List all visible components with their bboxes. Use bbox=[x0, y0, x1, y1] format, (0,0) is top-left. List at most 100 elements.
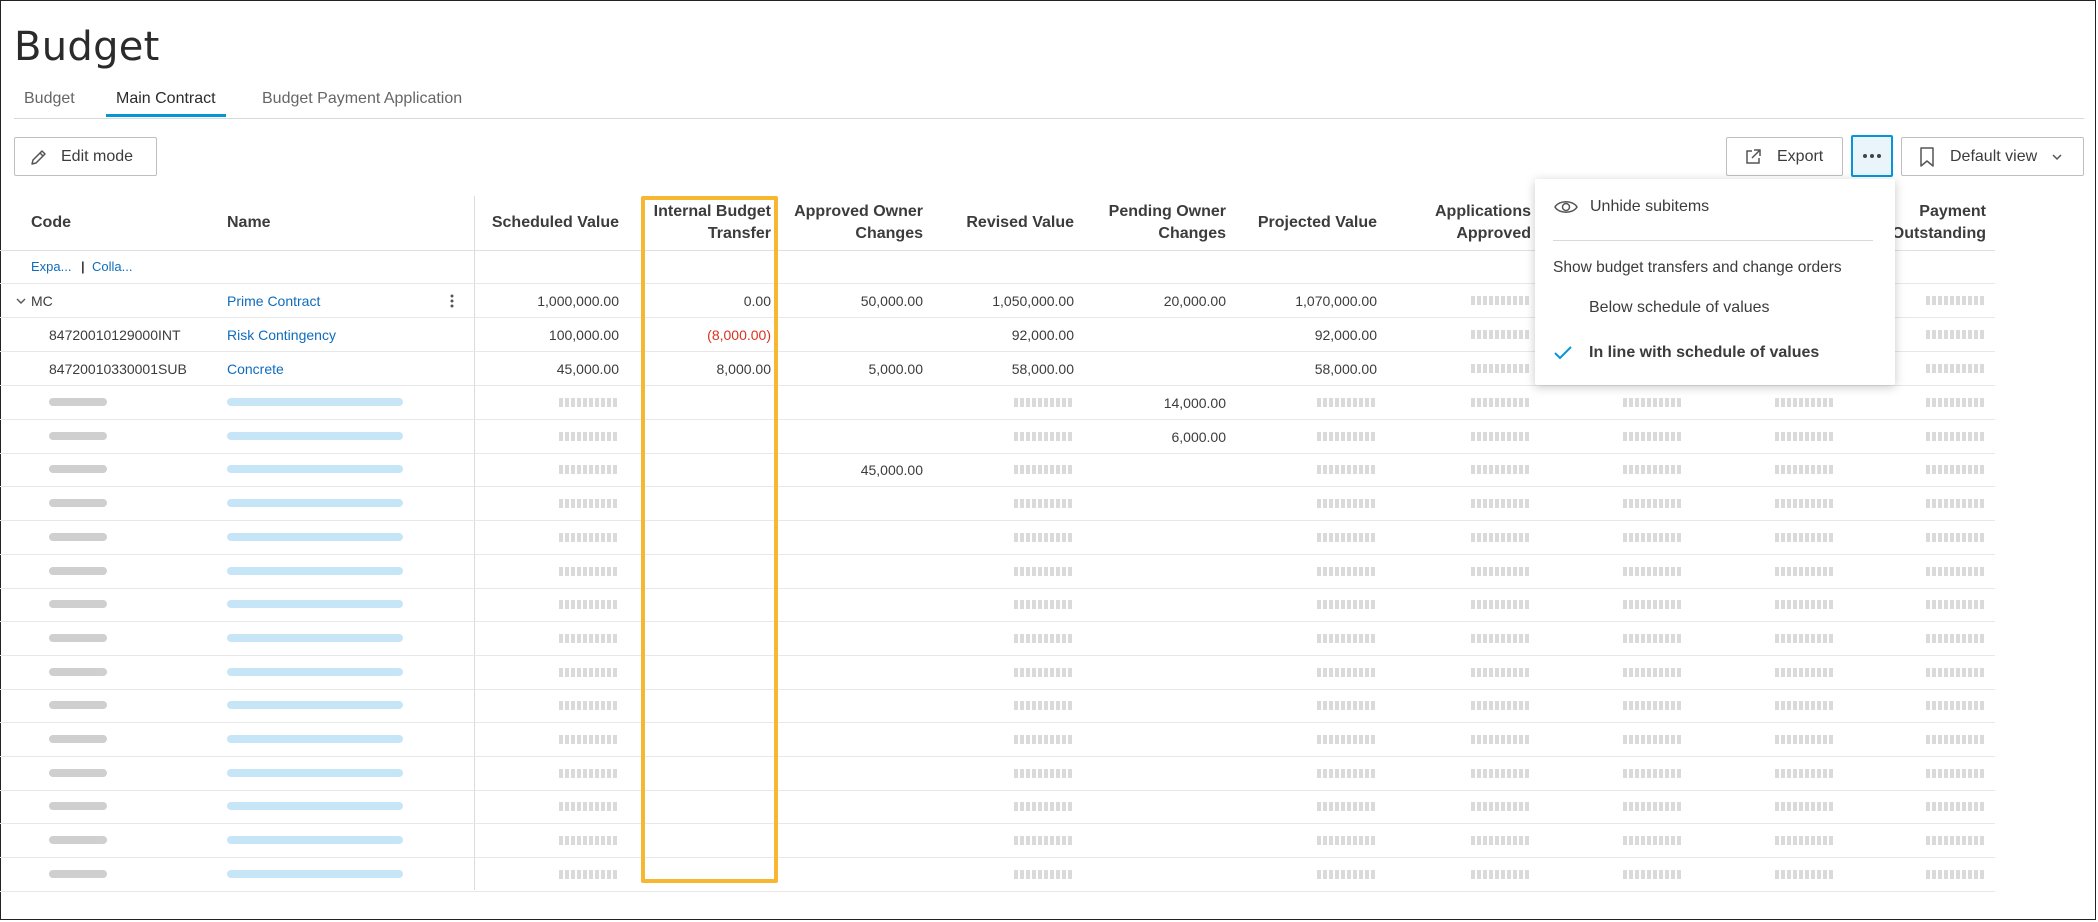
option-inline-schedule[interactable]: In line with schedule of values bbox=[1553, 344, 1819, 362]
cell-placeholder bbox=[1471, 465, 1531, 475]
bookmark-icon bbox=[1920, 146, 1934, 167]
cell-placeholder bbox=[1471, 398, 1531, 407]
frozen-column-divider bbox=[474, 196, 475, 890]
cell-placeholder bbox=[1471, 735, 1531, 744]
cell-projected-value: 58,000.00 bbox=[1314, 361, 1377, 377]
table-row[interactable]: 45,000.00 bbox=[0, 453, 1995, 488]
cell-placeholder bbox=[1317, 701, 1377, 711]
cell-placeholder bbox=[1926, 499, 1986, 509]
name-placeholder bbox=[227, 869, 403, 878]
cell-placeholder bbox=[1623, 735, 1683, 744]
tab-budget[interactable]: Budget bbox=[24, 90, 75, 107]
code-placeholder bbox=[49, 499, 107, 508]
cell-placeholder bbox=[1623, 869, 1683, 879]
table-row[interactable] bbox=[0, 689, 1995, 724]
cell-placeholder bbox=[1317, 802, 1377, 812]
cell-placeholder bbox=[1317, 465, 1377, 475]
cell-placeholder bbox=[1317, 600, 1377, 610]
column-header-pay-line2: Outstanding bbox=[1891, 225, 1986, 242]
chevron-down-icon[interactable] bbox=[16, 296, 26, 306]
code-placeholder bbox=[49, 566, 107, 575]
row-name-link[interactable]: Risk Contingency bbox=[227, 327, 336, 343]
column-header-payment-outstanding[interactable]: Payment Outstanding bbox=[1840, 201, 1986, 245]
more-options-menu: Unhide subitems Show budget transfers an… bbox=[1535, 179, 1895, 385]
export-button[interactable]: Export bbox=[1726, 137, 1843, 176]
row-name-link[interactable]: Prime Contract bbox=[227, 293, 321, 309]
table-row[interactable] bbox=[0, 723, 1995, 757]
expand-all-link[interactable]: Expa... bbox=[31, 259, 72, 274]
table-row[interactable] bbox=[0, 790, 1995, 825]
more-options-button[interactable] bbox=[1851, 135, 1893, 177]
table-row[interactable] bbox=[0, 487, 1995, 522]
table-row[interactable]: 84720010330001SUB Concrete 45,000.00 8,0… bbox=[0, 352, 1995, 386]
code-placeholder bbox=[49, 735, 107, 743]
cell-placeholder bbox=[1775, 735, 1835, 744]
column-header-projected-value[interactable]: Projected Value bbox=[1257, 214, 1377, 231]
table-row[interactable] bbox=[0, 555, 1995, 589]
column-header-scheduled-value[interactable]: Scheduled Value bbox=[491, 214, 619, 231]
cell-placeholder bbox=[1471, 431, 1531, 441]
cell-pending-owner-changes: 20,000.00 bbox=[1163, 293, 1226, 309]
collapse-all-link[interactable]: Colla... bbox=[92, 259, 133, 274]
option-below-schedule[interactable]: Below schedule of values bbox=[1589, 299, 1770, 316]
cell-placeholder bbox=[1775, 499, 1835, 509]
unhide-subitems-label: Unhide subitems bbox=[1590, 198, 1710, 215]
cell-placeholder bbox=[1775, 465, 1835, 475]
cell-placeholder bbox=[1775, 768, 1835, 778]
table-row[interactable] bbox=[0, 757, 1995, 791]
cell-placeholder bbox=[1014, 600, 1074, 610]
table-row[interactable] bbox=[0, 521, 1995, 555]
table-row[interactable]: MC Prime Contract 1,000,000.00 0.00 50,0… bbox=[0, 284, 1995, 318]
edit-mode-button[interactable]: Edit mode bbox=[14, 137, 157, 176]
table-row[interactable]: 84720010129000INT Risk Contingency 100,0… bbox=[0, 318, 1995, 352]
table-row[interactable] bbox=[0, 656, 1995, 690]
cell-placeholder bbox=[559, 431, 619, 441]
cell-placeholder bbox=[1014, 532, 1074, 542]
cell-placeholder bbox=[1926, 633, 1986, 643]
column-header-pending-owner-changes[interactable]: Pending Owner Changes bbox=[1085, 201, 1226, 245]
pencil-icon bbox=[31, 149, 46, 165]
name-placeholder bbox=[227, 836, 403, 845]
name-placeholder bbox=[227, 465, 403, 474]
option-inline-label: In line with schedule of values bbox=[1589, 344, 1820, 361]
cell-placeholder bbox=[1623, 633, 1683, 643]
column-header-applications-approved[interactable]: Applications Approved bbox=[1385, 201, 1531, 245]
code-placeholder bbox=[49, 532, 107, 541]
column-header-approved-owner-changes[interactable]: Approved Owner Changes bbox=[780, 201, 923, 245]
table-row[interactable] bbox=[0, 588, 1995, 623]
view-select[interactable]: Default view bbox=[1901, 137, 2084, 176]
cell-placeholder bbox=[1471, 296, 1531, 305]
cell-placeholder bbox=[1926, 532, 1986, 542]
tab-budget-payment-application[interactable]: Budget Payment Application bbox=[262, 90, 463, 107]
column-header-internal-budget-transfer[interactable]: Internal Budget Transfer bbox=[630, 201, 771, 245]
code-placeholder bbox=[49, 869, 107, 878]
row-name-link[interactable]: Concrete bbox=[227, 361, 284, 377]
name-placeholder bbox=[227, 667, 403, 676]
table-row[interactable] bbox=[0, 622, 1995, 656]
cell-placeholder bbox=[559, 701, 619, 711]
table-row[interactable] bbox=[0, 824, 1995, 859]
cell-placeholder bbox=[1623, 398, 1683, 407]
table-row[interactable] bbox=[0, 858, 1995, 892]
cell-placeholder bbox=[1471, 330, 1531, 339]
cell-placeholder bbox=[1471, 633, 1531, 643]
cell-placeholder bbox=[1775, 398, 1835, 407]
table-row[interactable]: 6,000.00 bbox=[0, 420, 1995, 454]
column-header-revised-value[interactable]: Revised Value bbox=[966, 214, 1074, 231]
cell-placeholder bbox=[1926, 431, 1986, 441]
cell-placeholder bbox=[1014, 566, 1074, 576]
tab-main-contract[interactable]: Main Contract bbox=[106, 90, 226, 117]
name-placeholder bbox=[227, 398, 403, 406]
cell-placeholder bbox=[1623, 802, 1683, 812]
cell-placeholder bbox=[559, 600, 619, 610]
table-row[interactable]: 14,000.00 bbox=[0, 386, 1995, 420]
row-kebab-icon[interactable] bbox=[449, 293, 455, 309]
column-header-name[interactable]: Name bbox=[227, 214, 271, 231]
cell-placeholder bbox=[1926, 364, 1986, 373]
code-placeholder bbox=[49, 667, 107, 676]
cell-placeholder bbox=[1471, 869, 1531, 879]
cell-value: 45,000.00 bbox=[860, 462, 923, 479]
column-header-code[interactable]: Code bbox=[31, 214, 71, 231]
cell-placeholder bbox=[1623, 836, 1683, 846]
unhide-subitems-item[interactable]: Unhide subitems bbox=[1553, 198, 1709, 216]
